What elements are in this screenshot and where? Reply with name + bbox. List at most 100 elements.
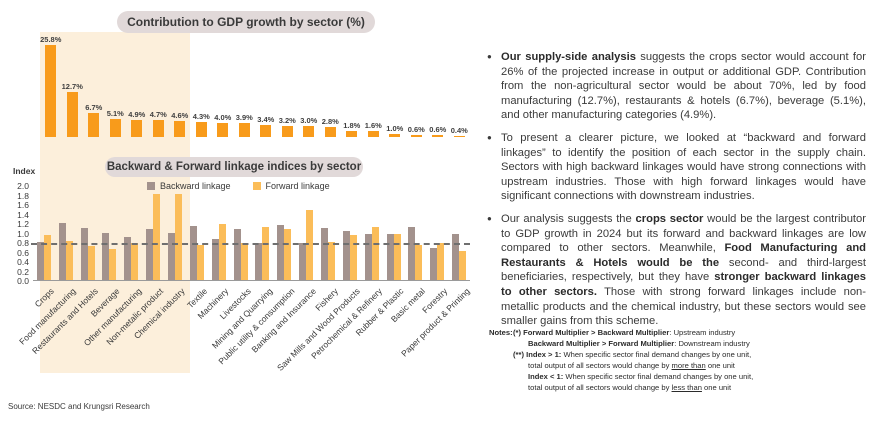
backward-linkage-bar [277, 224, 285, 280]
backward-linkage-bar [452, 233, 460, 280]
linkage-bar-group [448, 233, 470, 280]
backward-linkage-bar [364, 234, 372, 280]
linkage-bar-group [404, 227, 426, 280]
bullet-icon: ● [487, 132, 492, 142]
legend-item-forward: Forward linkage [252, 181, 330, 191]
backward-linkage-bar [80, 227, 88, 280]
gdp-bar-value-label: 1.6% [364, 121, 382, 131]
gdp-bar-group: 4.0% [212, 34, 234, 137]
forward-linkage-bar [43, 234, 51, 280]
gdp-bar-group: 1.8% [341, 34, 363, 137]
y-axis-tick: 1.0 [17, 228, 29, 239]
gdp-bar [152, 120, 164, 137]
forward-linkage-bar [175, 194, 183, 280]
linkage-bar-group [273, 224, 295, 280]
source-note: Source: NESDC and Krungsri Research [8, 402, 150, 411]
linkage-bar-group [426, 243, 448, 280]
y-axis-tick: 0.8 [17, 238, 29, 248]
gdp-bar-value-label: 1.8% [343, 120, 361, 130]
forward-linkage-bar [371, 227, 379, 280]
gdp-bar [346, 130, 358, 137]
linkage-bar-group [99, 232, 121, 280]
linkage-bar-group [230, 229, 252, 280]
gdp-bar-value-label: 4.0% [214, 112, 232, 122]
backward-linkage-bar [299, 242, 307, 280]
backward-linkage-bar [430, 247, 438, 280]
backward-linkage-bar [211, 239, 219, 280]
linkage-bar-group [55, 223, 77, 280]
linkage-bar-group [383, 233, 405, 280]
legend-item-backward: Backward linkage [147, 181, 231, 191]
bullet-icon: ● [487, 52, 492, 61]
backward-linkage-bar [342, 230, 350, 280]
legend-label-backward: Backward linkage [160, 181, 231, 191]
gdp-bar-value-label: 3.0% [300, 116, 318, 126]
legend-label-forward: Forward linkage [265, 181, 330, 191]
analysis-text-panel: ● Our supply-side analysis suggests the c… [487, 50, 866, 337]
gdp-bar [195, 121, 207, 137]
gdp-bar-group: 3.0% [298, 34, 320, 137]
gdp-chart-title: Contribution to GDP growth by sector (%) [117, 11, 375, 33]
forward-linkage-bar [306, 210, 314, 280]
gdp-bar-value-label: 4.6% [171, 110, 189, 120]
y-axis-tick: 2.0 [17, 181, 29, 191]
linkage-bar-group [252, 226, 274, 280]
y-axis-tick: 1.2 [17, 219, 29, 229]
backward-linkage-bar [36, 242, 44, 280]
gdp-bar [432, 134, 444, 137]
backward-linkage-bar [386, 233, 394, 280]
gdp-bar-value-label: 3.4% [257, 114, 275, 124]
bullet-text: Our supply-side analysis suggests the cr… [501, 51, 866, 122]
backward-linkage-bar [233, 229, 241, 280]
gdp-bar [131, 119, 143, 137]
gdp-bar-value-label: 12.7% [61, 81, 83, 91]
y-axis-tick: 1.8 [17, 190, 29, 201]
notes-block: Notes: (*) Forward Multiplier > Backward… [489, 327, 867, 393]
y-axis-tick: 0.4 [17, 257, 29, 267]
gdp-bar-value-label: 0.6% [407, 124, 425, 134]
backward-linkage-bar [58, 223, 66, 280]
linkage-bar-group [317, 228, 339, 280]
gdp-bar [88, 113, 100, 137]
gdp-bar [238, 123, 250, 137]
forward-linkage-bar [284, 229, 292, 280]
forward-linkage-bar [459, 251, 467, 280]
gdp-bar [109, 118, 121, 137]
linkage-bar-group [339, 230, 361, 280]
forward-linkage-bar [65, 241, 73, 280]
gdp-bar-value-label: 3.9% [235, 113, 253, 123]
gdp-bar-value-label: 5.1% [106, 108, 124, 118]
gdp-bar-value-label: 4.9% [128, 109, 146, 119]
gdp-bar [260, 124, 272, 137]
backward-linkage-bar [124, 237, 132, 280]
note-line: total output of all sectors would change… [528, 383, 732, 392]
y-axis-tick: 1.6 [17, 200, 29, 210]
gdp-bar-group: 3.9% [234, 34, 256, 137]
gdp-bar-value-label: 6.7% [85, 103, 103, 113]
forward-linkage-bar [153, 194, 161, 280]
gdp-bar-value-label: 25.8% [40, 35, 62, 45]
linkage-bar-group [120, 237, 142, 280]
backward-linkage-bar [408, 227, 416, 280]
charts-panel: Contribution to GDP growth by sector (%)… [8, 11, 471, 411]
gdp-bar-group: 4.7% [148, 34, 170, 137]
forward-linkage-bar [349, 234, 357, 280]
bullet-item: ● Our analysis suggests the crops sector … [487, 212, 866, 329]
linkage-bar-group [361, 227, 383, 280]
note-line: (**) Index > 1: When specific sector fin… [513, 350, 752, 359]
gdp-bar-group: 0.6% [406, 34, 428, 137]
gdp-bar [217, 122, 229, 137]
notes-lines: (*) Forward Multiplier > Backward Multip… [513, 327, 753, 393]
gdp-bar-value-label: 4.7% [149, 110, 167, 120]
y-axis-tick: 0.6 [17, 247, 29, 258]
gdp-bar-group: 6.7% [83, 34, 105, 137]
note-line: (*) Forward Multiplier > Backward Multip… [513, 328, 736, 337]
linkage-bar-group [164, 194, 186, 280]
forward-linkage-swatch-icon [252, 182, 261, 190]
gdp-bar [45, 45, 57, 137]
bullet-item: ● Our supply-side analysis suggests the c… [487, 50, 866, 123]
forward-linkage-bar [415, 244, 423, 280]
gdp-bar-group: 12.7% [62, 34, 84, 137]
backward-linkage-bar [255, 242, 263, 280]
